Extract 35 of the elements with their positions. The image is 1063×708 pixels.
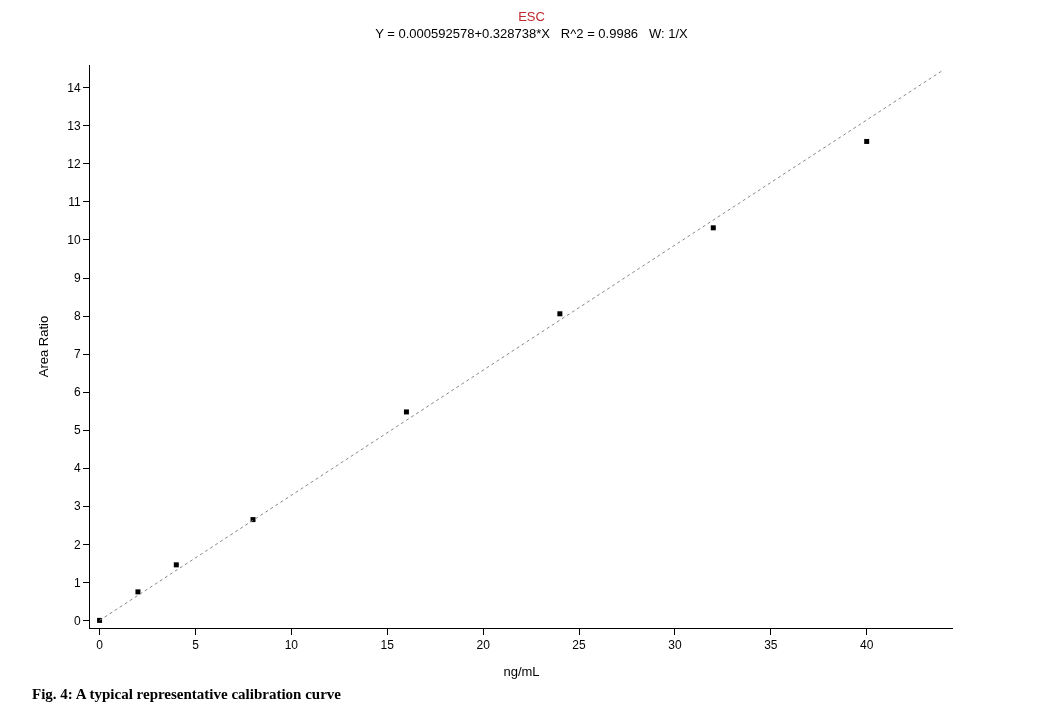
x-tick-label: 25 (572, 638, 587, 653)
y-tick-label: 7 (73, 347, 81, 362)
y-tick-label: 14 (67, 81, 81, 96)
x-tick-label: 30 (668, 638, 682, 653)
y-tick-label: 0 (73, 613, 81, 628)
point (173, 562, 179, 568)
y-tick-label: 9 (73, 271, 81, 286)
y-tick-label: 5 (73, 423, 81, 438)
y-tick-label: 2 (73, 537, 81, 552)
x-tick-label: 40 (860, 638, 874, 653)
caption: Fig. 4: A typical representative calibration curve (32, 686, 342, 702)
point (135, 589, 141, 595)
y-tick-label: 13 (67, 119, 81, 134)
point (710, 225, 716, 231)
x-tick-label: 15 (380, 638, 395, 653)
x-axis-title: ng/mL (503, 664, 540, 679)
y-axis-title: Area Ratio (36, 315, 52, 378)
x-tick-label: 5 (192, 638, 200, 653)
x-tick-label: 0 (96, 638, 104, 653)
x-tick-label: 20 (476, 638, 491, 653)
chart-subtitle: Y = 0.000592578+0.328738*X R^2 = 0.9986 W: 1/X (375, 26, 689, 42)
y-tick-label: 1 (73, 575, 81, 590)
y-tick-label: 4 (73, 461, 81, 476)
point (557, 311, 563, 317)
y-tick-label: 12 (67, 157, 81, 172)
x-tick-label: 35 (764, 638, 778, 653)
point (403, 409, 409, 415)
y-tick-label: 11 (68, 195, 81, 210)
point (864, 138, 870, 144)
y-tick-label: 6 (73, 385, 81, 400)
y-tick-label: 3 (73, 499, 81, 514)
x-tick-label: 10 (284, 638, 299, 653)
y-tick-label: 10 (67, 233, 81, 248)
chart-title: ESC (518, 9, 545, 25)
y-tick-label: 8 (73, 309, 81, 324)
